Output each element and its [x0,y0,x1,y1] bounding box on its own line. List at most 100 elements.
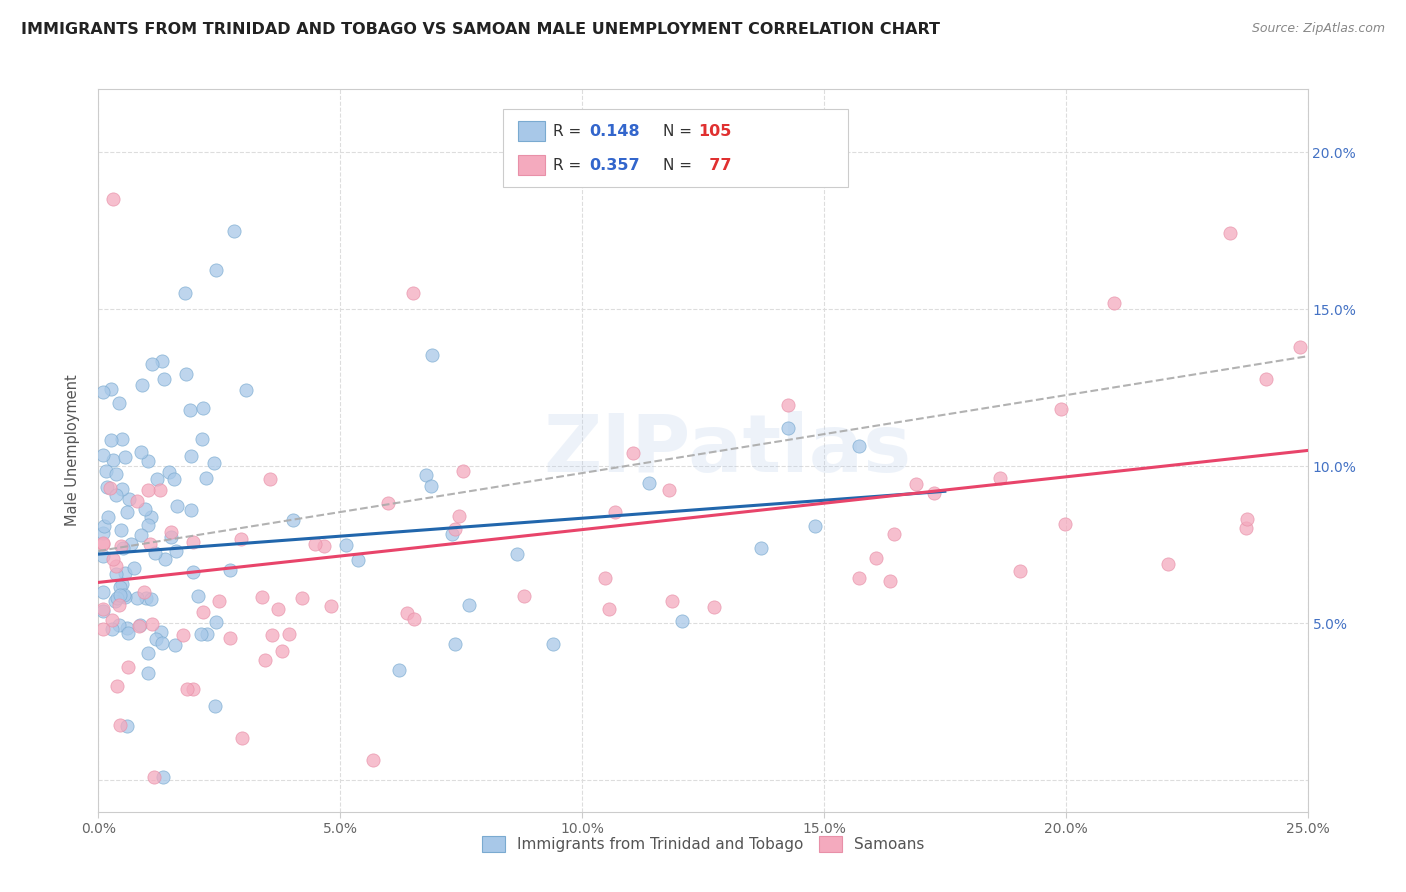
Point [111,432,134,446]
Point [111,576,134,591]
Point [205,615,228,630]
Point [129,527,152,541]
Point [160,530,183,544]
Point [254,653,277,667]
Point [157,465,180,479]
FancyBboxPatch shape [517,121,544,141]
Point [1289,340,1312,354]
Point [100,382,122,396]
Point [138,666,160,681]
Point [122,560,145,574]
Point [108,718,131,732]
Point [1254,372,1277,386]
Point [165,639,187,653]
Point [115,621,138,635]
Point [395,606,418,620]
Point [132,584,155,599]
Point [91,622,114,636]
Point [108,598,131,612]
Point [128,617,150,632]
Point [304,537,326,551]
Point [219,631,242,645]
Point [131,445,153,459]
Point [235,384,257,398]
Text: N =: N = [664,158,697,172]
Text: 77: 77 [699,158,731,172]
Point [250,590,273,604]
Point [658,483,681,497]
Text: N =: N = [664,124,697,138]
Point [172,628,194,642]
Point [143,546,166,560]
Point [208,594,231,608]
Point [93,519,115,533]
Point [101,552,124,566]
Point [100,623,122,637]
Point [127,591,149,606]
Point [219,563,242,577]
Point [1219,226,1241,240]
Point [671,615,693,629]
Legend: Immigrants from Trinidad and Tobago, Samoans: Immigrants from Trinidad and Tobago, Sam… [475,830,931,858]
Point [267,602,290,616]
Text: ZIPatlas: ZIPatlas [543,411,911,490]
Point [749,541,772,555]
Point [97,510,120,524]
Point [259,472,281,486]
Point [152,636,174,650]
Text: 0.357: 0.357 [589,158,640,172]
Point [512,589,534,603]
Point [163,472,186,486]
Point [190,627,212,641]
FancyBboxPatch shape [503,110,848,186]
Point [181,565,204,579]
Point [222,223,245,237]
Point [101,192,124,206]
Point [187,589,209,603]
Point [848,439,870,453]
Text: 0.148: 0.148 [589,124,640,138]
Point [111,541,134,555]
Point [135,591,157,605]
Point [96,480,118,494]
Point [131,377,153,392]
Point [865,551,887,566]
Point [146,472,169,486]
Point [879,574,901,588]
Point [506,547,529,561]
Point [101,453,124,467]
Point [1157,557,1180,571]
Point [105,467,128,481]
Point [180,502,202,516]
Point [152,770,174,784]
Point [441,527,464,541]
Point [883,526,905,541]
Text: Source: ZipAtlas.com: Source: ZipAtlas.com [1251,22,1385,36]
Point [347,553,370,567]
Point [105,566,128,581]
Point [112,589,135,603]
Point [191,401,214,415]
Point [204,262,226,277]
Point [281,513,304,527]
Point [91,602,114,616]
Point [204,699,226,714]
Point [312,539,335,553]
Point [91,384,114,399]
Point [595,571,617,585]
Point [180,449,202,463]
Point [110,523,132,537]
Point [141,617,163,632]
Point [98,481,121,495]
Point [136,483,159,498]
Text: IMMIGRANTS FROM TRINIDAD AND TOBAGO VS SAMOAN MALE UNEMPLOYMENT CORRELATION CHAR: IMMIGRANTS FROM TRINIDAD AND TOBAGO VS S… [21,22,941,37]
Point [136,646,159,660]
Point [415,468,437,483]
Point [195,626,218,640]
Point [141,357,163,371]
Point [388,663,411,677]
Point [166,499,188,513]
Point [152,372,174,386]
Point [91,536,114,550]
Point [139,510,162,524]
